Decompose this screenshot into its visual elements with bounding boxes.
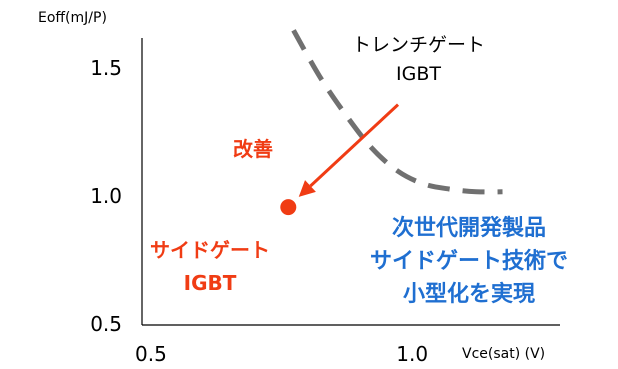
y-tick-label: 0.5 <box>90 312 122 336</box>
improvement-arrow-head <box>298 180 316 197</box>
y-tick-label: 1.5 <box>90 55 122 80</box>
axes <box>141 38 560 326</box>
side-gate-igbt-label-line1: サイドゲート <box>150 238 270 262</box>
trench-igbt-label-line1: トレンチゲート <box>352 34 486 56</box>
side-gate-igbt-label: サイドゲート IGBT <box>150 234 270 300</box>
x-tick-label: 0.5 <box>135 342 167 366</box>
trench-igbt-label-line2: IGBT <box>396 63 441 85</box>
trench-igbt-curve <box>291 29 503 195</box>
improvement-label: 改善 <box>233 137 273 161</box>
next-generation-note-line2: サイドゲート技術で <box>370 249 569 274</box>
next-generation-note-line3: 小型化を実現 <box>403 282 536 307</box>
improvement-arrow-shaft <box>309 103 400 188</box>
side-gate-igbt-point <box>280 199 297 216</box>
next-generation-note-line1: 次世代開発製品 <box>392 216 547 241</box>
y-tick-label: 1.0 <box>90 183 122 208</box>
trench-igbt-label: トレンチゲート IGBT <box>352 31 485 89</box>
side-gate-igbt-label-line2: IGBT <box>183 271 237 295</box>
y-axis-label: Eoff(mJ/P) <box>38 10 107 26</box>
next-generation-note: 次世代開発製品 サイドゲート技術で 小型化を実現 <box>370 212 568 311</box>
x-axis-label: Vce(sat) (V) <box>462 346 546 362</box>
improvement-arrow <box>298 103 400 197</box>
x-tick-label: 1.0 <box>396 342 429 366</box>
